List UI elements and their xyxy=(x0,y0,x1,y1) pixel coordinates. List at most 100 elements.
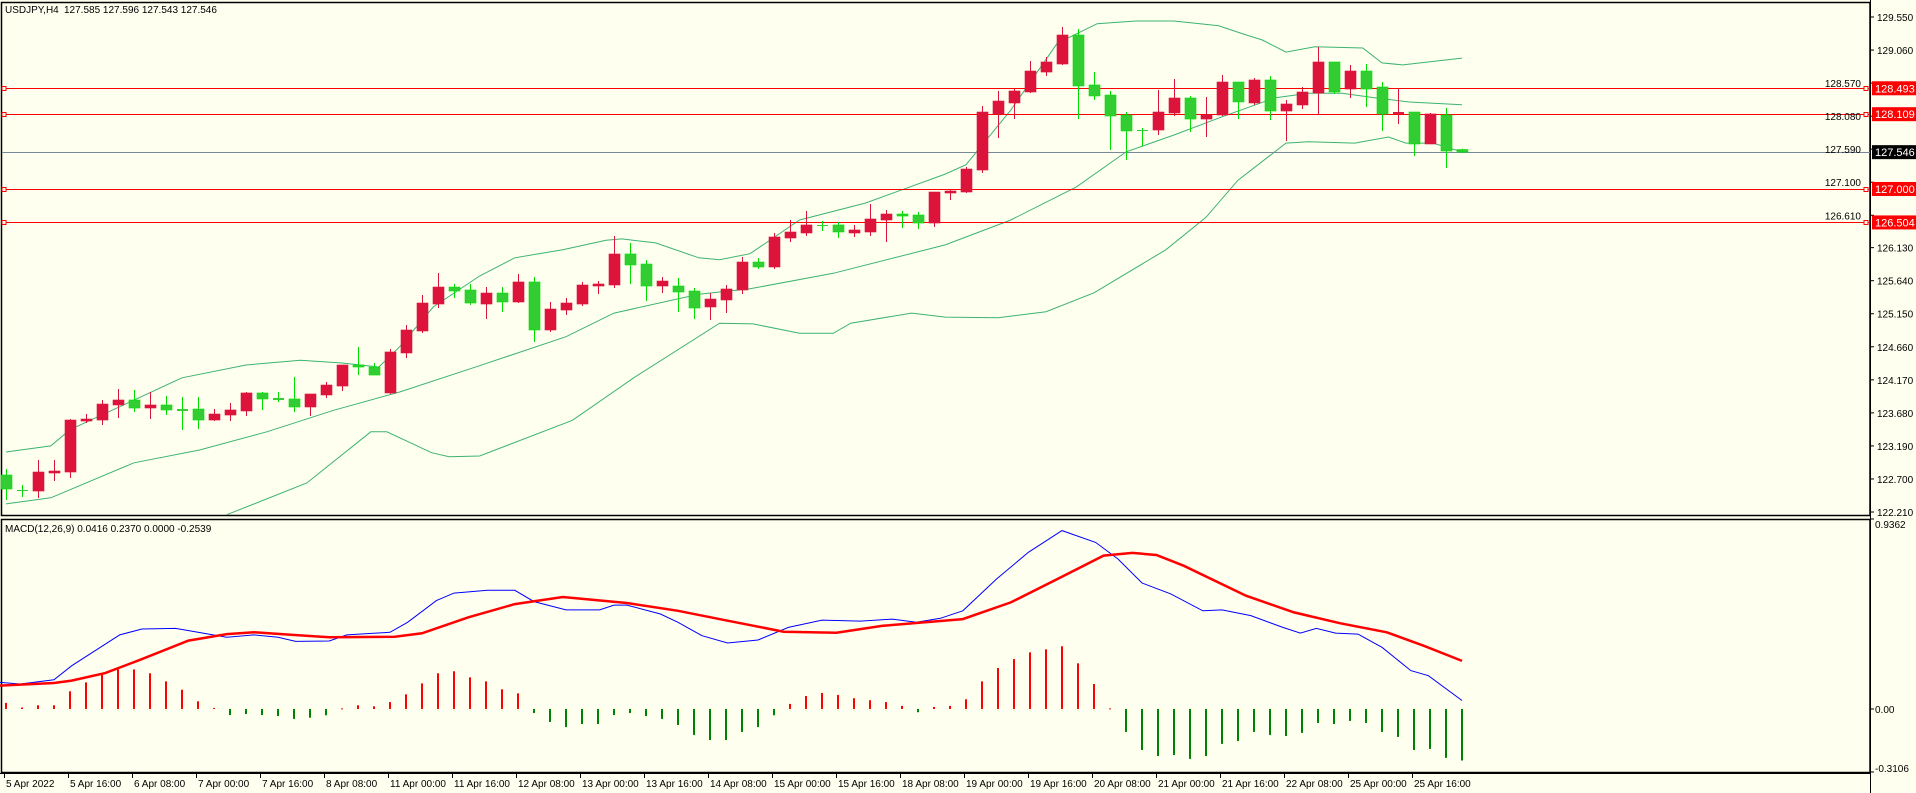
price-tick-label: 122.210 xyxy=(1877,508,1914,519)
bull-candle-body xyxy=(416,302,429,332)
macd-histogram-bar xyxy=(501,689,503,709)
macd-histogram-bar xyxy=(1317,708,1319,723)
macd-histogram-bar xyxy=(533,708,535,714)
macd-tick-label: -0.3106 xyxy=(1875,764,1909,775)
candle xyxy=(1393,88,1404,125)
bull-candle-body xyxy=(1024,70,1037,93)
candle xyxy=(368,363,381,376)
macd-histogram-bar xyxy=(1141,708,1143,750)
bear-candle-body xyxy=(832,224,845,233)
bollinger-lower-line xyxy=(226,136,1463,516)
macd-histogram-bar xyxy=(213,707,215,709)
line-anchor-handle[interactable] xyxy=(1863,86,1869,91)
line-anchor-handle[interactable] xyxy=(1,220,7,225)
candle xyxy=(560,298,573,316)
macd-histogram-bar xyxy=(469,677,471,709)
candle xyxy=(1360,64,1373,108)
bear-candle-body xyxy=(1120,114,1133,132)
bull-candle-body xyxy=(320,384,333,396)
macd-histogram-bar xyxy=(181,689,183,709)
candle xyxy=(1424,113,1437,145)
bull-candle-body xyxy=(608,253,621,286)
time-tick-label: 5 Apr 2022 xyxy=(6,779,55,790)
candle xyxy=(1088,72,1101,101)
macd-histogram-bar xyxy=(741,708,743,732)
line-anchor-handle[interactable] xyxy=(1863,112,1869,117)
line-anchor-handle[interactable] xyxy=(1,112,7,117)
macd-histogram-bar xyxy=(1237,708,1239,742)
candle xyxy=(384,349,397,394)
bull-candle-body xyxy=(1248,79,1261,104)
candle xyxy=(64,419,77,479)
bear-candle-body xyxy=(528,281,541,331)
bull-candle-body xyxy=(704,298,717,308)
candle xyxy=(336,364,349,392)
bull-candle-body xyxy=(224,409,237,416)
price-tick-label: 129.060 xyxy=(1877,46,1914,57)
candle xyxy=(817,221,828,231)
candle xyxy=(928,191,941,228)
macd-histogram-bar xyxy=(933,706,935,709)
candle xyxy=(1344,65,1357,98)
line-anchor-handle[interactable] xyxy=(1,187,7,192)
macd-histogram-bar xyxy=(1269,708,1271,735)
candle xyxy=(880,210,893,242)
bear-candle-body xyxy=(1264,79,1277,112)
line-anchor-handle[interactable] xyxy=(1863,220,1869,225)
bear-candle-body xyxy=(192,408,205,421)
bull-candle-body xyxy=(960,168,973,193)
macd-histogram-bar xyxy=(1109,708,1111,710)
macd-histogram-bar xyxy=(85,682,87,709)
candle xyxy=(1184,95,1197,132)
candle xyxy=(720,285,733,313)
price-tag-label: 126.504 xyxy=(1875,217,1915,229)
time-tick-label: 13 Apr 16:00 xyxy=(646,779,703,790)
time-tick-label: 13 Apr 00:00 xyxy=(582,779,639,790)
bear-candle-body xyxy=(1440,114,1453,152)
candle xyxy=(80,414,93,423)
bull-candle-body xyxy=(848,229,861,234)
bear-candle-body xyxy=(448,286,461,292)
bear-candle-body xyxy=(177,409,188,411)
macd-histogram-bar xyxy=(1461,708,1463,761)
candle xyxy=(352,346,365,376)
time-tick-label: 15 Apr 00:00 xyxy=(774,779,831,790)
bear-candle-body xyxy=(128,399,141,409)
macd-histogram-bar xyxy=(1413,708,1415,750)
candle xyxy=(1056,26,1069,66)
line-anchor-handle[interactable] xyxy=(1,86,7,91)
macd-histogram-bar xyxy=(1253,708,1255,732)
bull-candle-body xyxy=(32,471,45,492)
macd-histogram-bar xyxy=(1077,663,1079,709)
candle xyxy=(592,281,605,294)
bear-candle-body xyxy=(1232,81,1245,103)
macd-histogram-bar xyxy=(1333,708,1335,724)
macd-histogram-bar xyxy=(949,705,951,709)
candle xyxy=(1104,90,1117,150)
candle xyxy=(17,485,28,497)
candle xyxy=(96,399,109,426)
candle xyxy=(512,274,525,304)
candle xyxy=(224,403,237,422)
macd-histogram-bar xyxy=(405,694,407,709)
macd-pane-border xyxy=(0,518,1871,774)
candle xyxy=(464,283,477,306)
macd-signal-line xyxy=(0,551,1463,687)
price-tick-label: 126.130 xyxy=(1877,244,1914,255)
bear-candle-body xyxy=(1328,61,1341,93)
line-anchor-handle[interactable] xyxy=(1863,187,1869,192)
bull-candle-body xyxy=(144,404,157,409)
macd-histogram-bar xyxy=(357,705,359,709)
time-axis: 5 Apr 2022 5 Apr 16:00 6 Apr 08:00 7 Apr 00… xyxy=(0,773,1870,790)
macd-histogram-bar xyxy=(517,693,519,709)
candles xyxy=(0,26,1469,501)
bull-candle-body xyxy=(1424,113,1437,145)
macd-histogram-bar xyxy=(597,708,599,724)
candle xyxy=(1280,100,1293,142)
bull-candle-body xyxy=(480,292,493,305)
bull-candle-body xyxy=(560,302,573,311)
candle xyxy=(1264,76,1277,120)
candle xyxy=(48,460,61,481)
bull-candle-body xyxy=(880,213,893,221)
